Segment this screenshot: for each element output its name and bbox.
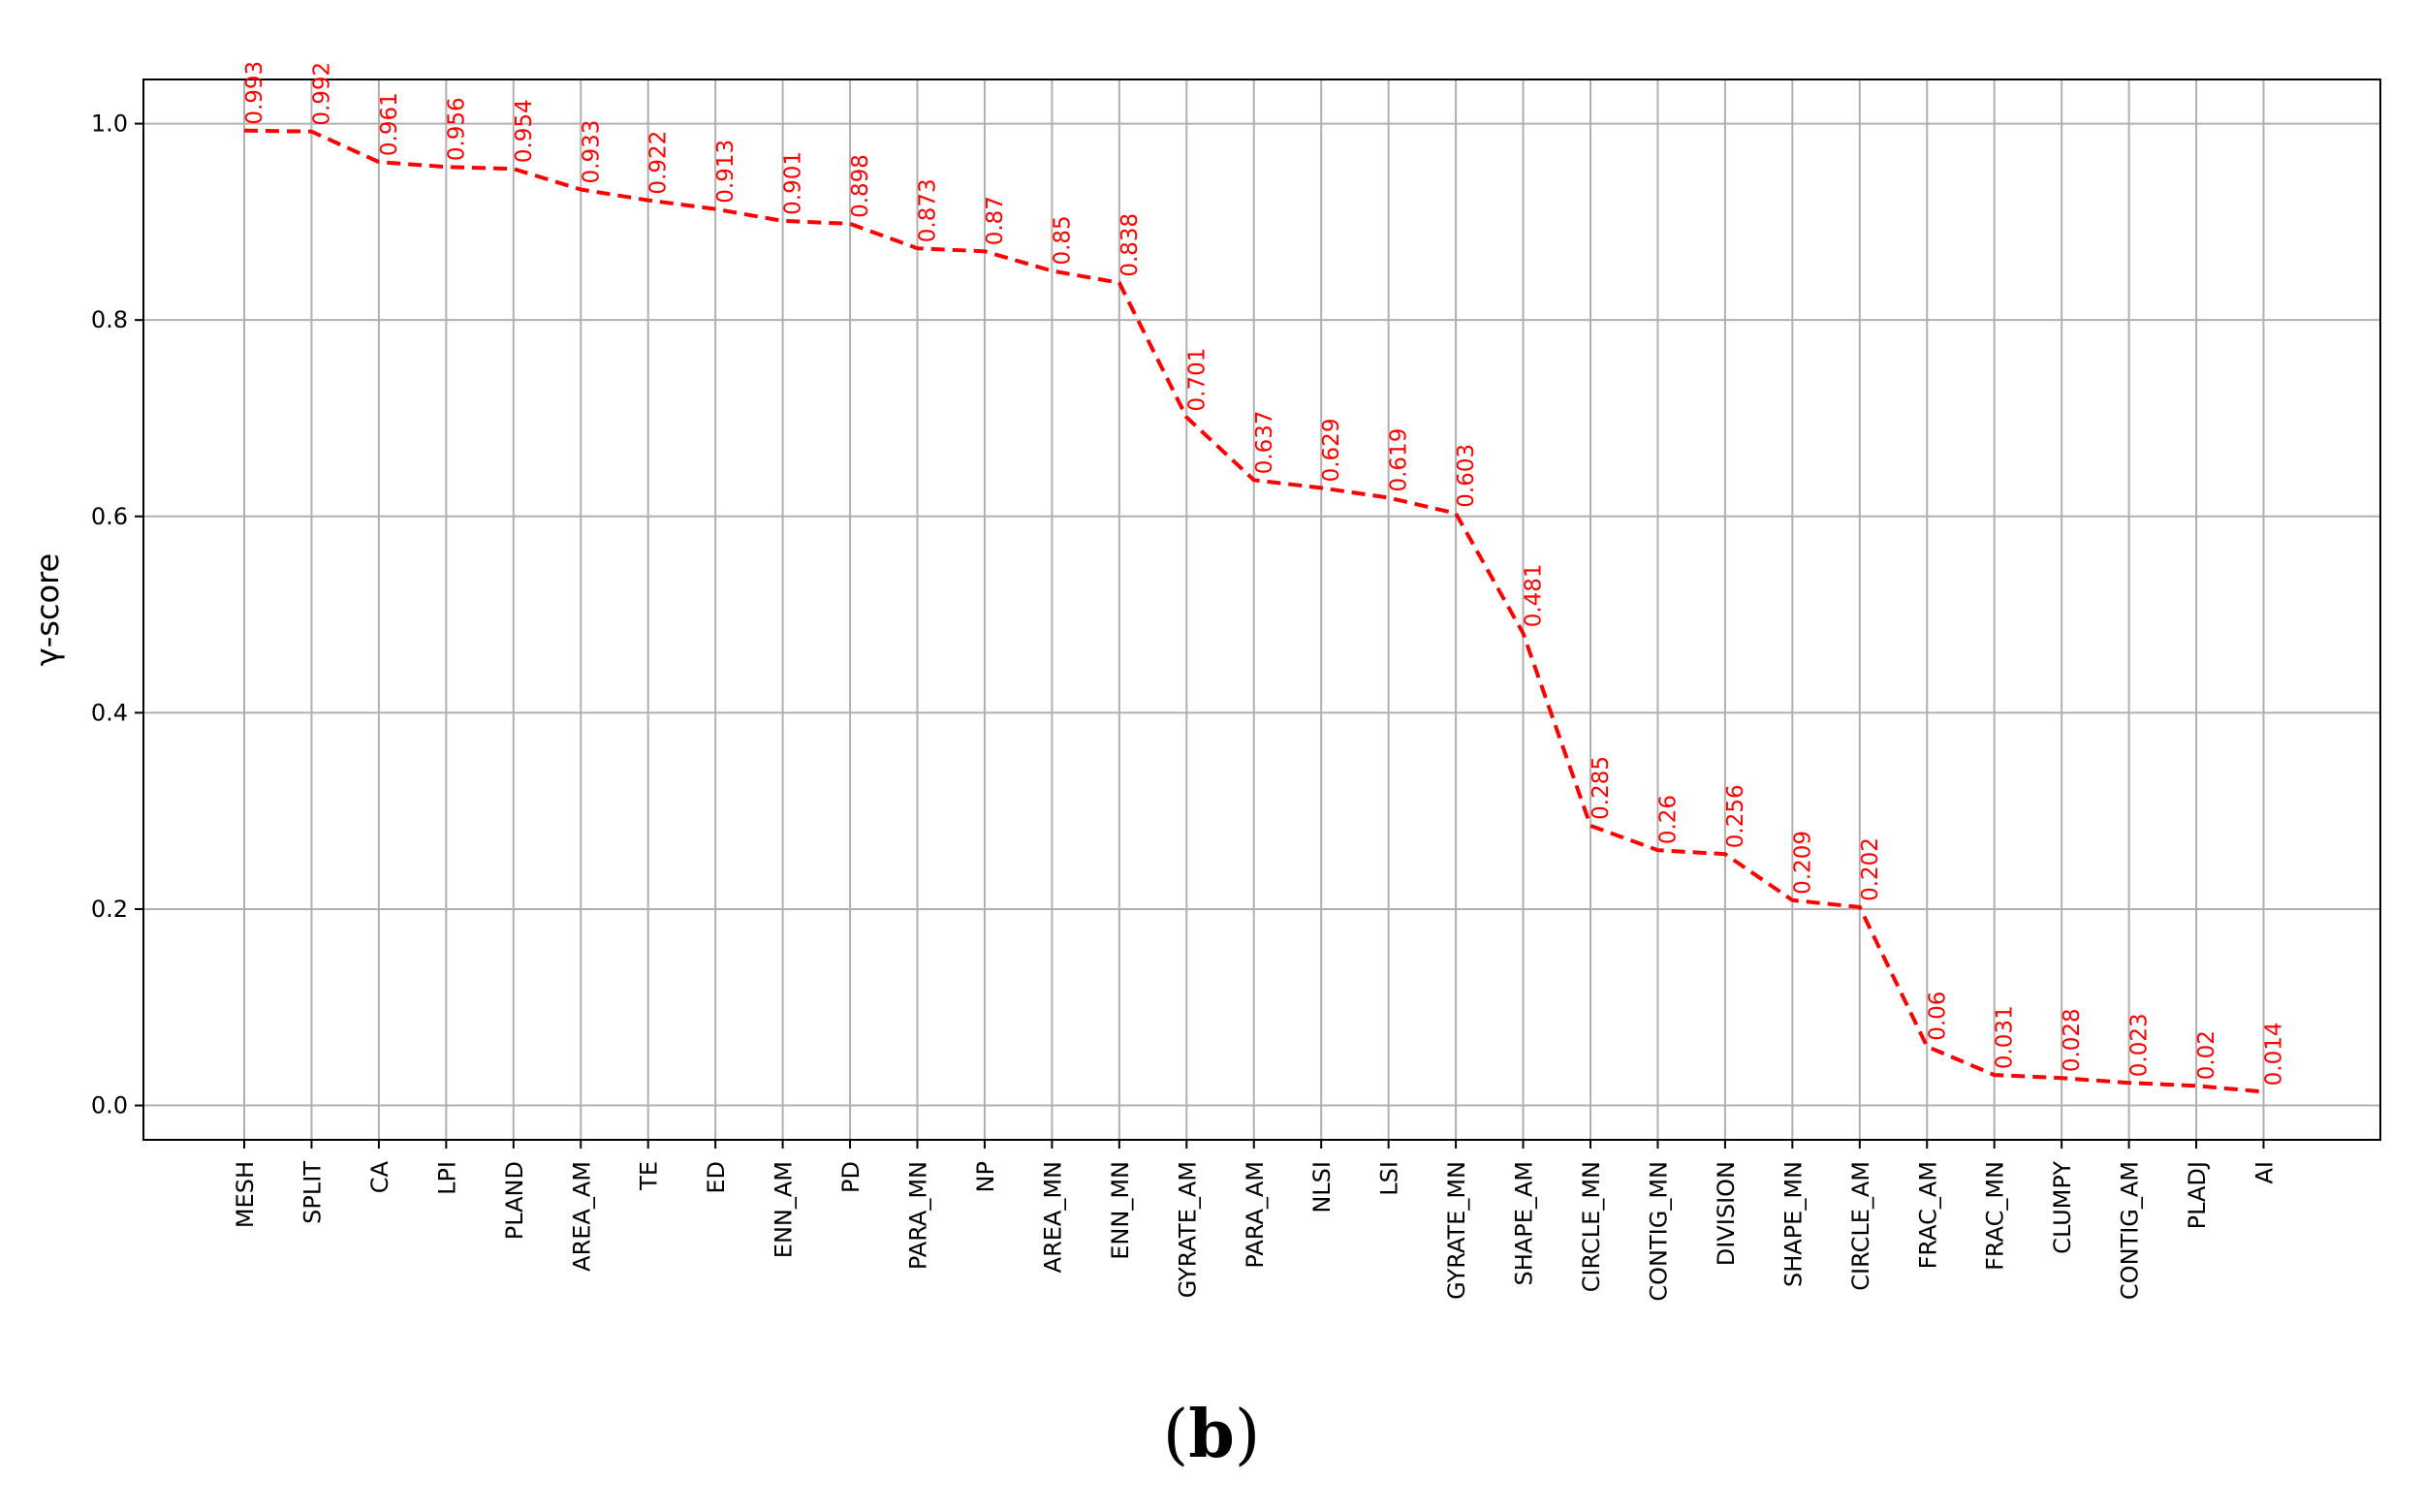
x-tick-label: SPLIT [299,1161,326,1224]
data-label: 0.26 [1655,795,1681,844]
x-tick-label: CONTIG_MN [1645,1161,1672,1302]
data-label: 0.02 [2194,1030,2219,1080]
x-tick-label: FRAC_MN [1982,1161,2009,1271]
data-label: 0.901 [781,151,806,215]
x-tick-label: NP [972,1161,999,1192]
panel-label-close: ) [1234,1397,1261,1473]
data-label: 0.629 [1319,419,1344,483]
y-tick-label: 0.4 [91,699,128,726]
data-label: 0.202 [1858,837,1883,901]
x-tick-label: PLAND [501,1161,528,1240]
x-tick-label: AREA_MN [1039,1161,1066,1273]
x-tick-label: MESH [232,1161,259,1228]
y-tick-label: 0.2 [91,896,128,923]
x-tick-label: PLADJ [2184,1161,2211,1229]
grid-lines [143,79,2380,1140]
data-label: 0.014 [2262,1023,2287,1087]
x-tick-label: CONTIG_AM [2117,1161,2144,1300]
x-tick-label: ED [703,1161,730,1194]
data-label: 0.256 [1723,784,1748,848]
data-label: 0.898 [848,154,873,218]
x-tick-label: CIRCLE_MN [1578,1161,1605,1292]
data-label: 0.961 [377,92,402,156]
x-tick-label: AI [2251,1161,2279,1184]
data-label: 0.873 [916,178,941,242]
data-label: 0.954 [512,99,537,163]
data-label: 0.031 [1993,1005,2018,1069]
data-label: 0.481 [1522,563,1547,627]
data-label: 0.285 [1589,756,1614,820]
x-tick-label: GYRATE_AM [1174,1161,1201,1298]
x-tick-label: FRAC_AM [1914,1161,1941,1269]
y-tick-label: 0.6 [91,503,128,530]
data-label: 0.209 [1790,831,1815,895]
data-label: 0.619 [1387,428,1412,492]
x-tick-label: NLSI [1308,1161,1336,1213]
x-tick-label: PARA_MN [905,1161,932,1270]
x-tick-label: TE [636,1161,663,1191]
data-label: 0.87 [983,196,1008,245]
data-label: 0.028 [2060,1008,2085,1072]
x-tick-label: SHAPE_MN [1779,1161,1807,1287]
panel-label-open: ( [1162,1397,1189,1473]
panel-label: (b) [0,1396,2423,1473]
y-tick-label: 1.0 [91,110,128,138]
x-tick-label: GYRATE_MN [1443,1161,1470,1300]
data-label: 0.603 [1454,444,1479,508]
plot-frame [142,79,2381,1141]
data-label: 0.023 [2127,1013,2153,1077]
x-tick-label: ENN_MN [1107,1161,1134,1260]
x-tick-label: DIVISION [1713,1161,1740,1266]
x-tick-label: CLUMPY [2049,1161,2076,1254]
data-label: 0.913 [713,140,739,204]
series-line [243,128,2264,1094]
data-label: 0.993 [242,61,267,125]
data-label: 0.956 [444,97,469,161]
y-tick-label: 0.0 [91,1092,128,1119]
x-tick-label: LPI [433,1161,460,1195]
data-label: 0.06 [1925,992,1950,1041]
y-axis-label: γ-score [29,553,66,666]
data-label: 0.637 [1252,410,1277,474]
x-tick-label: LSI [1376,1161,1403,1196]
x-tick-label: ENN_AM [771,1161,798,1258]
data-label: 0.933 [579,120,604,184]
data-label: 0.701 [1184,348,1210,412]
y-tick-label: 0.8 [91,306,128,333]
x-axis: MESH SPLIT CA LPI PLAND AREA_AM TE ED ENN_AM PD PA… [232,1140,2279,1302]
x-tick-label: CA [366,1160,393,1193]
data-label: 0.838 [1117,213,1143,277]
gamma-score-chart: 0.0 0.2 0.4 0.6 0.8 1.0 MESH SPLIT CA LPI PLAND AR… [29,61,2381,1302]
x-tick-label: SHAPE_AM [1511,1161,1538,1285]
x-tick-label: PARA_AM [1242,1161,1269,1269]
data-labels: 0.993 0.992 0.961 0.956 0.954 0.933 0.922 0.913… [242,61,2287,1087]
data-label: 0.922 [646,131,672,195]
panel-label-letter: b [1188,1396,1235,1473]
x-tick-label: AREA_AM [568,1161,595,1272]
x-tick-label: CIRCLE_AM [1847,1161,1874,1291]
y-axis: 0.0 0.2 0.4 0.6 0.8 1.0 [91,110,143,1119]
data-label: 0.992 [309,62,334,126]
x-tick-label: PD [837,1161,865,1193]
data-label: 0.85 [1050,215,1075,265]
